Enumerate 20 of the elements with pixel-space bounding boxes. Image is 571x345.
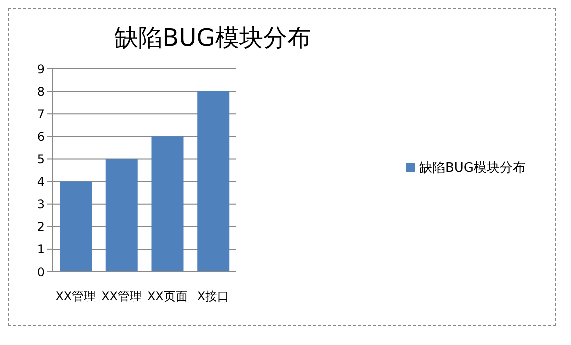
x-tick-label: X接口 <box>197 290 230 304</box>
bar <box>106 159 138 272</box>
x-tick-label: XX管理 <box>102 290 142 304</box>
bar <box>152 136 184 272</box>
y-tick-label: 2 <box>37 220 45 234</box>
bar <box>198 92 230 272</box>
y-tick-label: 1 <box>37 242 45 257</box>
y-tick-label: 8 <box>37 84 45 99</box>
y-tick-label: 3 <box>37 198 45 212</box>
y-tick-label: 4 <box>37 175 45 190</box>
legend-label: 缺陷BUG模块分布 <box>419 161 526 176</box>
y-tick-label: 7 <box>37 107 45 122</box>
bar <box>60 182 92 272</box>
x-tick-label: XX管理 <box>56 290 96 304</box>
y-tick-label: 0 <box>37 265 45 280</box>
x-tick-label: XX页面 <box>147 290 188 304</box>
chart-title: 缺陷BUG模块分布 <box>114 23 312 54</box>
y-tick-label: 5 <box>37 152 45 166</box>
y-tick-label: 6 <box>37 130 45 144</box>
y-tick-label: 9 <box>37 62 45 76</box>
